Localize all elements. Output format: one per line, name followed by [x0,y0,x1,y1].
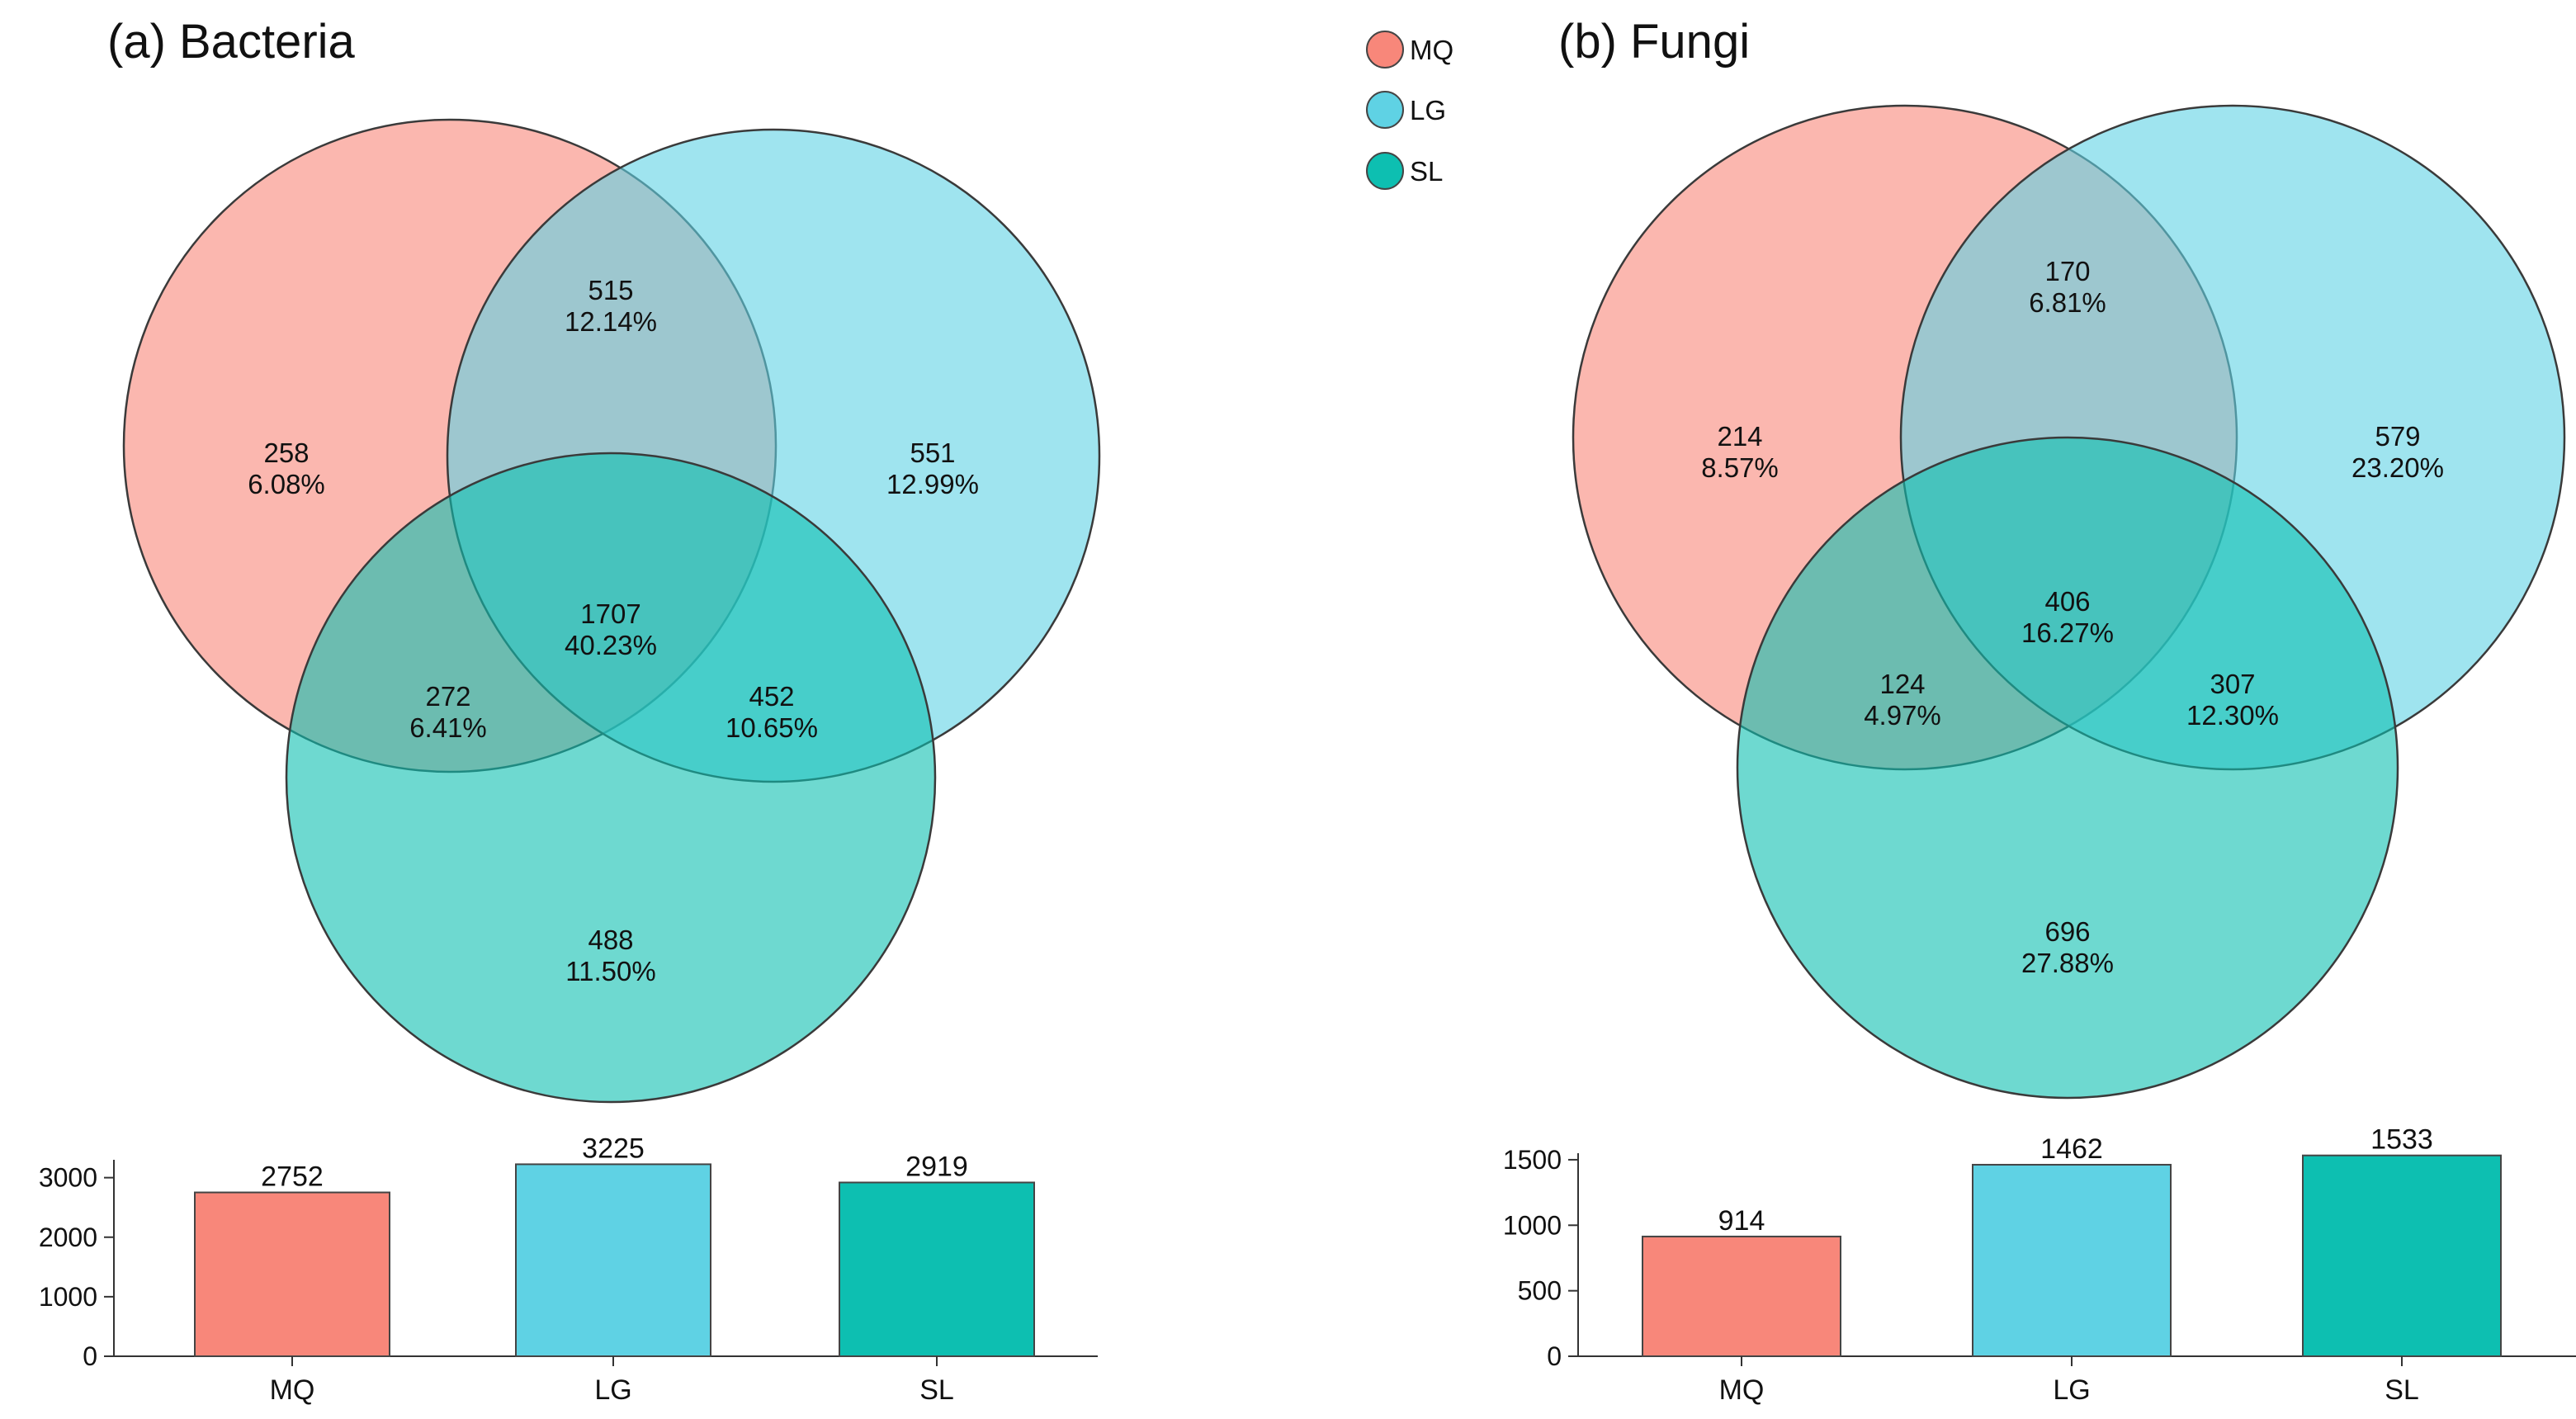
bar-chart: 0 1000 2000 3000 2752 MQ 3225 LG 2919 SL [39,1133,1098,1406]
venn-percent-mq-sl: 6.41% [409,712,487,743]
venn-percent-all: 16.27% [2021,617,2114,648]
venn-count-mq-lg: 515 [588,275,633,305]
x-tick-label-sl: SL [2385,1374,2419,1406]
bar-mq [194,1191,390,1358]
x-tick-label-lg: LG [594,1374,631,1406]
bar-lg [515,1163,711,1357]
bar-value-sl: 2919 [905,1151,968,1182]
venn-count-mq-only: 258 [263,438,309,468]
y-tick-label: 500 [1518,1276,1562,1306]
x-tick-label-mq: MQ [270,1374,315,1406]
y-tick-label: 3000 [39,1163,97,1193]
bar-lg [1972,1163,2172,1357]
bar-mq [1642,1235,1841,1357]
venn-percent-lg-only: 23.20% [2351,452,2444,483]
venn-count-lg-only: 551 [910,438,955,468]
venn-percent-lg-only: 12.99% [886,469,979,499]
legend-label-sl: SL [1410,156,1443,187]
venn-percent-mq-only: 6.08% [248,469,325,499]
x-tick-label-mq: MQ [1719,1374,1765,1406]
venn-percent-sl-only: 11.50% [565,956,655,986]
venn-count-sl-only: 488 [588,925,633,955]
venn-count-mq-only: 214 [1717,421,1762,452]
panel-title: (a) Bacteria [107,15,356,69]
bar-value-mq: 914 [1718,1205,1765,1237]
y-tick-label: 0 [83,1341,97,1371]
legend-label-lg: LG [1410,95,1446,125]
venn-count-mq-lg: 170 [2044,256,2090,286]
venn-count-mq-sl: 124 [1879,669,1925,699]
venn-count-lg-only: 579 [2375,421,2420,452]
bar-value-sl: 1533 [2370,1124,2433,1156]
venn-percent-all: 40.23% [565,630,657,660]
bar-sl [839,1181,1035,1357]
legend-swatch-mq [1366,31,1404,69]
venn-percent-lg-sl: 10.65% [726,712,818,743]
bar-value-mq: 2752 [261,1161,324,1193]
y-tick-label: 1500 [1503,1145,1562,1175]
panel-title: (b) Fungi [1558,15,1750,69]
x-tick-label-sl: SL [919,1374,954,1406]
bar-sl [2302,1154,2502,1358]
legend-swatch-sl [1366,152,1404,190]
venn-percent-lg-sl: 12.30% [2186,700,2279,731]
venn-count-all: 1707 [580,598,640,629]
y-tick-label: 1000 [39,1282,97,1312]
venn-percent-sl-only: 27.88% [2021,948,2114,978]
venn-count-mq-sl: 272 [425,681,470,712]
legend-label-mq: MQ [1410,35,1453,65]
venn-circle-sl [1736,436,2399,1100]
venn-count-sl-only: 696 [2044,916,2090,947]
bar-value-lg: 3225 [582,1133,645,1164]
venn-circle-sl [285,452,937,1104]
y-tick-label: 2000 [39,1223,97,1252]
venn-count-all: 406 [2044,586,2090,617]
y-tick-label: 0 [1547,1341,1562,1371]
x-tick-label-lg: LG [2053,1374,2090,1406]
venn-count-lg-sl: 452 [749,681,794,712]
venn-percent-mq-lg: 12.14% [565,306,657,337]
venn-percent-mq-lg: 6.81% [2029,287,2106,318]
bar-value-lg: 1462 [2040,1133,2103,1165]
venn-percent-mq-sl: 4.97% [1864,700,1941,731]
bar-chart: 0 500 1000 1500 914 MQ 1462 LG 1533 SL [1503,1124,2576,1406]
legend: MQ LG SL [1366,31,1453,190]
y-tick-label: 1000 [1503,1210,1562,1240]
venn-count-lg-sl: 307 [2210,669,2255,699]
legend-swatch-lg [1366,91,1404,129]
venn-percent-mq-only: 8.57% [1701,452,1779,483]
